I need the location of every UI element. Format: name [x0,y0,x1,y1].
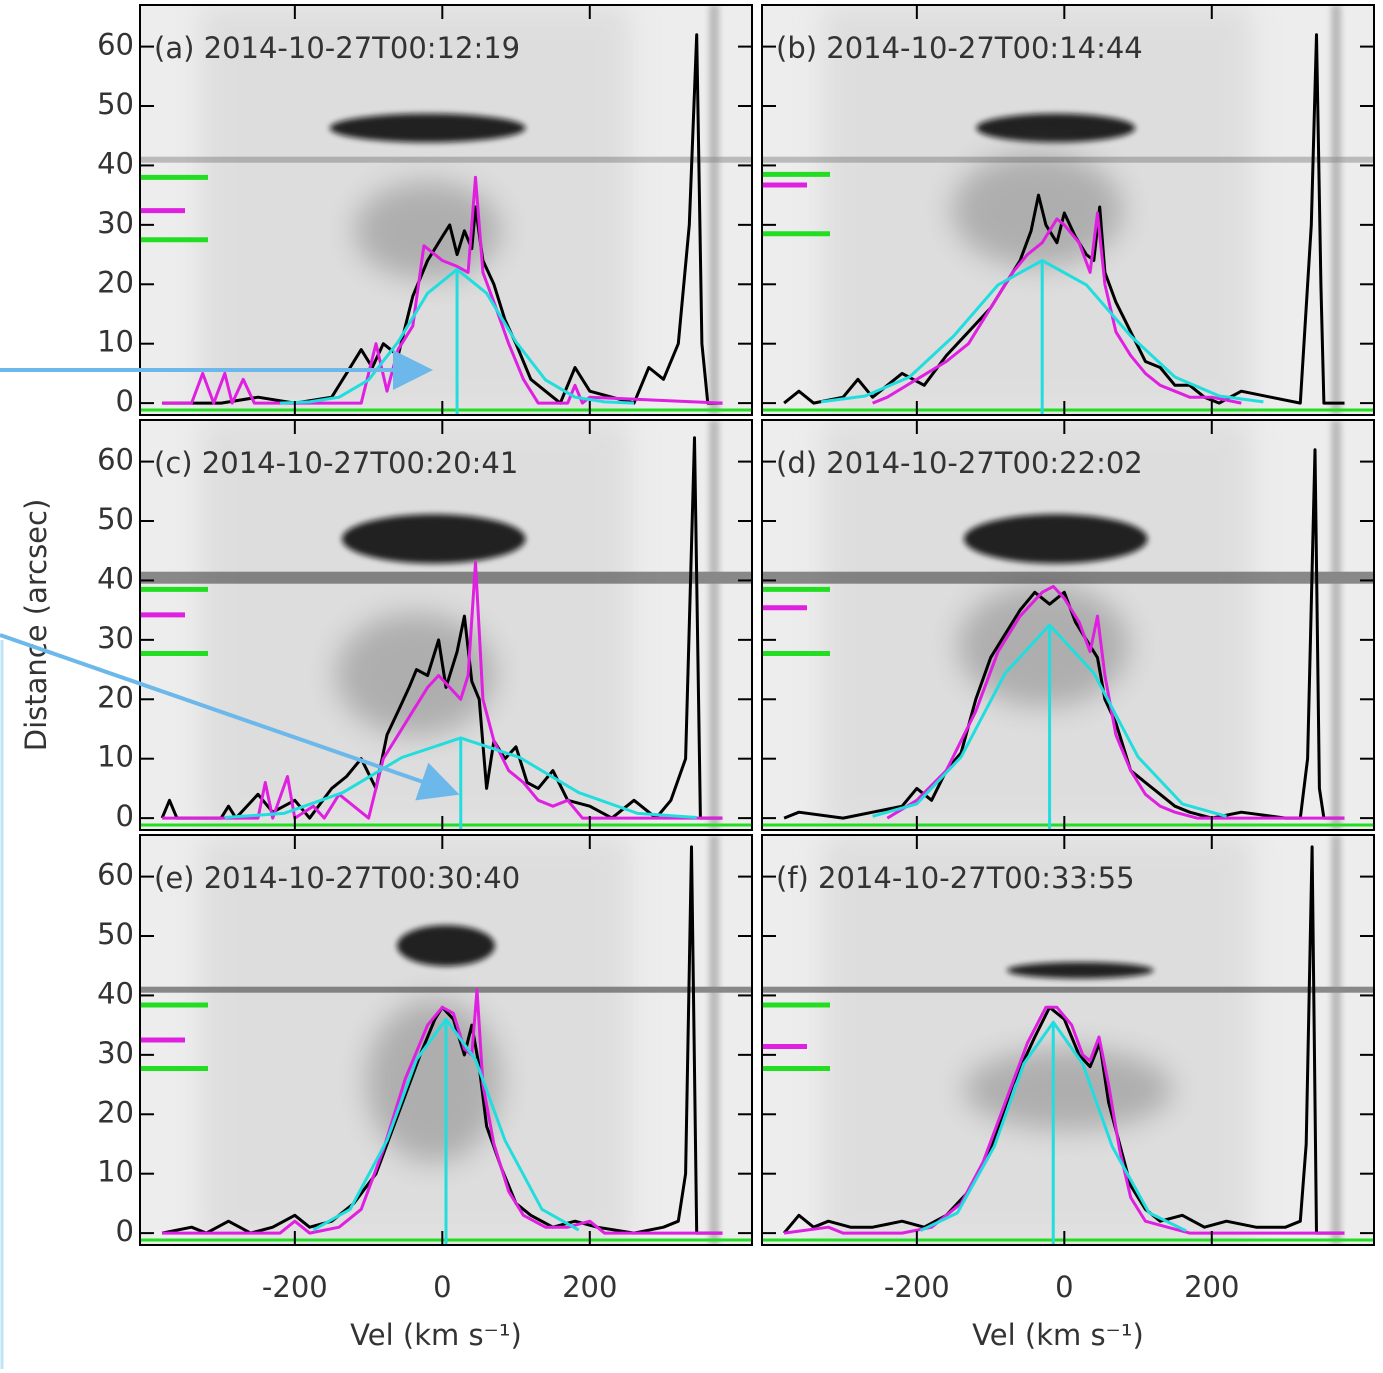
background-noise [823,835,1252,1245]
background-feature [397,925,495,967]
plot-area [141,33,723,415]
y-tick-label: 60 [97,858,134,892]
background-band [762,571,1374,584]
y-tick-label: 20 [97,265,134,299]
y-tick-label: 20 [97,680,134,714]
panel-frame [761,834,1375,1246]
y-tick-label: 10 [97,325,134,359]
profile-line [162,175,723,405]
background [140,420,752,830]
background-feature [329,113,526,143]
y-tick-label: 0 [116,384,134,418]
background-column [1331,420,1342,830]
panel: -200 0 200 (f) 2014-10-27T00:33:55 Vel (km s… [761,834,1375,1352]
background-column [709,835,720,1245]
profile-line [783,1005,1345,1235]
profile-line [820,259,1264,404]
panel-title: (f) 2014-10-27T00:33:55 [776,861,1135,895]
panel-frame [139,4,753,416]
y-tick-label: 30 [97,621,134,655]
plot-area [763,33,1345,415]
y-tick-label: 60 [97,443,134,477]
panel-title: (a) 2014-10-27T00:12:19 [154,31,520,65]
panel-title: (c) 2014-10-27T00:20:41 [154,446,518,480]
panel: (d) 2014-10-27T00:22:02 [761,419,1375,831]
background-column [709,420,720,830]
x-tick-label: 200 [1184,1270,1239,1304]
background-feature [951,152,1124,268]
annotation-arrow [0,633,460,801]
background [762,5,1374,415]
panel-frame [139,834,753,1246]
x-axis-label: Vel (km s⁻¹) [972,1318,1144,1352]
background-column [709,5,720,415]
background-band [140,986,752,993]
plot-area [141,845,723,1245]
background-feature [354,181,502,280]
panel: 0 10 20 30 40 50 60 (c) 2014-10-27T00:20:41 Dist… [19,419,753,833]
x-tick-label: 0 [1055,1270,1073,1304]
background-band [140,571,752,584]
background-band [762,986,1374,993]
y-tick-label: 50 [97,917,134,951]
profile-line [872,211,1242,405]
background-feature [963,514,1148,564]
y-tick-label: 10 [97,740,134,774]
background-column [1331,5,1342,415]
profile-line [162,988,723,1235]
background-feature [976,113,1136,143]
profile-line [161,845,723,1235]
panel-title: (d) 2014-10-27T00:22:02 [776,446,1143,480]
y-tick-label: 30 [97,1036,134,1070]
background-column [1331,835,1342,1245]
panel: 0 10 20 30 40 50 60 (a) 2014-10-27T00:12:19 [97,4,753,418]
x-axis-label: Vel (km s⁻¹) [350,1318,522,1352]
y-tick-label: 0 [116,799,134,833]
plot-area [763,845,1345,1245]
panel-title: (b) 2014-10-27T00:14:44 [776,31,1143,65]
y-tick-label: 40 [97,146,134,180]
plot-area [141,436,723,830]
panel-frame [139,419,753,831]
panel-frame [761,419,1375,831]
y-tick-label: 40 [97,561,134,595]
panels: 0 10 20 30 40 50 60 (a) 2014-10-27T00:12:19 (b) … [19,4,1375,1352]
y-tick-label: 0 [116,1214,134,1248]
background-feature [957,584,1130,707]
y-tick-label: 30 [97,206,134,240]
panel-title: (e) 2014-10-27T00:30:40 [154,861,520,895]
y-tick-label: 20 [97,1095,134,1129]
panel: (b) 2014-10-27T00:14:44 [761,4,1375,416]
x-tick-label: 200 [562,1270,617,1304]
profile-line [280,267,635,405]
y-axis-label: Distance (arcsec) [19,499,53,752]
y-tick-label: 10 [97,1155,134,1189]
x-tick-label: -200 [884,1270,950,1304]
panel: 0 10 20 30 40 50 60 -200 0 200 (e) 2014-10-27T00:3… [97,834,753,1352]
y-tick-label: 50 [97,87,134,121]
background [762,835,1374,1245]
background [762,420,1374,830]
plot-area [763,448,1345,830]
background [140,5,752,415]
background-band [762,156,1374,163]
profile-line [782,845,1345,1235]
y-tick-label: 60 [97,28,134,62]
background-feature [341,514,526,564]
y-tick-label: 50 [97,502,134,536]
panel-frame [761,4,1375,416]
background-feature [1006,962,1154,979]
profile-line [162,561,723,820]
x-tick-label: -200 [262,1270,328,1304]
profile-line [312,1017,580,1232]
background-feature [963,1048,1173,1131]
x-tick-label: 0 [433,1270,451,1304]
profile-line [886,584,1345,820]
background-band [140,156,752,163]
y-tick-label: 40 [97,976,134,1010]
